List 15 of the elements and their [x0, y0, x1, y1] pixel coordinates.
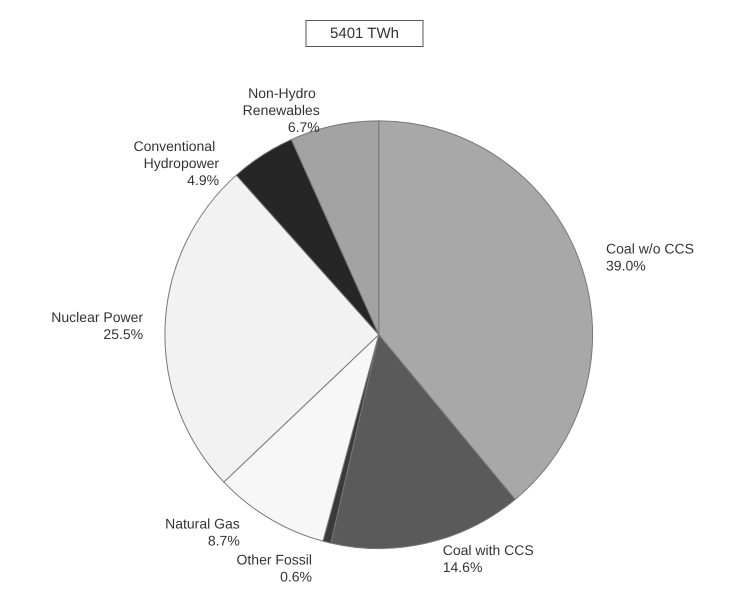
- chart-title: 5401 TWh: [330, 25, 399, 42]
- data-label: 14.6%: [442, 558, 482, 575]
- slice-label: Coal w/o CCS: [606, 240, 694, 256]
- data-label: 25.5%: [103, 326, 144, 342]
- slice-label: Non-Hydro Renewables: [242, 84, 320, 118]
- data-label: 39.0%: [606, 257, 646, 274]
- slice-label: Coal with CCS: [442, 542, 534, 558]
- data-label: 8.7%: [208, 532, 240, 549]
- slice-label: Nuclear Power: [51, 308, 144, 325]
- slice-label: Natural Gas: [165, 516, 240, 532]
- slice-label: Conventional Hydropower: [133, 138, 220, 171]
- data-label: 0.6%: [280, 568, 312, 585]
- data-label: 6.7%: [288, 118, 320, 135]
- data-label: 4.9%: [187, 172, 220, 188]
- slice-label: Other Fossil: [236, 552, 312, 568]
